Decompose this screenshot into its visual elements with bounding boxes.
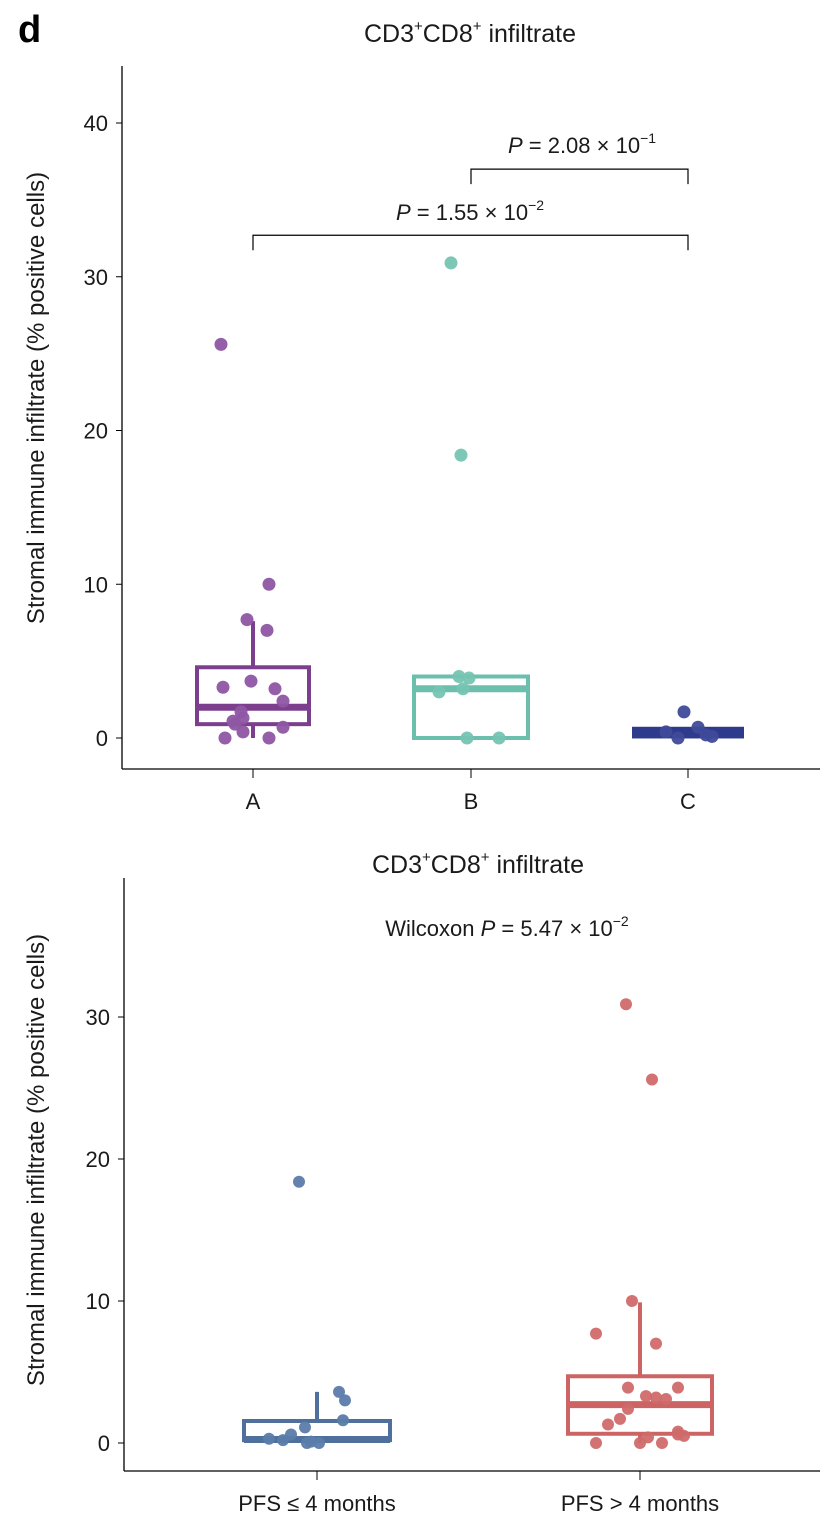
data-point — [444, 256, 458, 270]
data-point — [705, 729, 719, 743]
data-point — [262, 731, 276, 745]
y-tick-label: 0 — [96, 726, 108, 751]
x-tick-label: C — [680, 789, 696, 814]
data-point — [492, 731, 506, 745]
data-point — [293, 1175, 305, 1188]
data-point — [650, 1391, 662, 1404]
data-point — [671, 731, 685, 745]
panel-label: d — [18, 9, 41, 51]
data-point — [640, 1390, 652, 1403]
chart-title: CD3+CD8+ infiltrate — [372, 849, 584, 879]
box — [195, 665, 311, 727]
data-point — [646, 1073, 658, 1086]
data-point — [626, 1295, 638, 1307]
y-tick-label: 40 — [84, 111, 108, 136]
data-point — [333, 1385, 345, 1398]
y-tick-label: 10 — [86, 1289, 110, 1314]
data-point — [462, 671, 476, 685]
data-point — [620, 998, 632, 1011]
y-tick-label: 30 — [84, 265, 108, 290]
data-point — [634, 1437, 646, 1449]
data-point — [432, 685, 446, 699]
data-point — [276, 694, 290, 708]
data-point — [691, 720, 705, 734]
data-point — [268, 682, 282, 696]
data-point — [260, 623, 274, 637]
data-point — [228, 717, 242, 731]
y-tick-label: 0 — [98, 1431, 110, 1456]
p-value-label-a-c: P = 1.55 × 10−2 — [396, 197, 544, 225]
x-tick-label: A — [246, 789, 261, 814]
data-point — [678, 1429, 690, 1442]
data-point — [672, 1381, 684, 1394]
y-tick-label: 20 — [86, 1147, 110, 1172]
x-tick-label: PFS > 4 months — [561, 1491, 719, 1516]
data-point — [456, 682, 470, 696]
data-point — [216, 680, 230, 694]
wilcoxon-p-value: Wilcoxon P = 5.47 × 10−2 — [385, 913, 629, 941]
data-point — [299, 1421, 311, 1434]
chart-bottom: CD3+CD8+ infiltrate Wilcoxon P = 5.47 × … — [23, 849, 820, 1516]
y-tick-label: 20 — [84, 419, 108, 444]
chart-title: CD3+CD8+ infiltrate — [364, 18, 576, 48]
data-point — [650, 1337, 662, 1350]
p-value-label-b-c: P = 2.08 × 10−1 — [508, 130, 656, 158]
data-point — [659, 725, 673, 739]
data-point — [677, 705, 691, 719]
data-point — [656, 1437, 668, 1449]
data-point — [622, 1402, 634, 1415]
data-point — [301, 1437, 313, 1449]
data-point — [337, 1414, 349, 1427]
data-point — [276, 720, 290, 734]
data-point — [460, 731, 474, 745]
x-tick-label: PFS ≤ 4 months — [238, 1491, 396, 1516]
data-point — [622, 1381, 634, 1394]
data-point — [454, 448, 468, 462]
data-point — [590, 1327, 602, 1340]
significance-bracket — [470, 168, 689, 185]
data-point — [590, 1437, 602, 1449]
y-tick-label: 30 — [86, 1005, 110, 1030]
x-tick-label: B — [464, 789, 479, 814]
data-point — [452, 670, 466, 683]
y-axis-label: Stromal immune infiltrate (% positive ce… — [23, 934, 50, 1386]
chart-top: CD3+CD8+ infiltrate Stromal immune infil… — [23, 18, 820, 814]
data-point — [214, 337, 228, 351]
data-point — [263, 1432, 275, 1445]
significance-bracket — [252, 234, 689, 251]
data-point — [339, 1394, 351, 1407]
data-point — [313, 1437, 325, 1449]
data-point — [262, 577, 276, 591]
data-point — [614, 1412, 626, 1425]
data-point — [236, 725, 250, 739]
data-point — [602, 1418, 614, 1431]
data-point — [218, 731, 232, 745]
y-axis-label: Stromal immune infiltrate (% positive ce… — [23, 172, 50, 624]
data-point — [277, 1434, 289, 1447]
y-tick-label: 10 — [84, 572, 108, 597]
p-value-annotation: P = 2.08 × 10−1 P = 1.55 × 10−2 — [396, 130, 656, 225]
data-point — [660, 1392, 672, 1405]
data-point — [244, 674, 258, 688]
data-point — [240, 613, 254, 627]
